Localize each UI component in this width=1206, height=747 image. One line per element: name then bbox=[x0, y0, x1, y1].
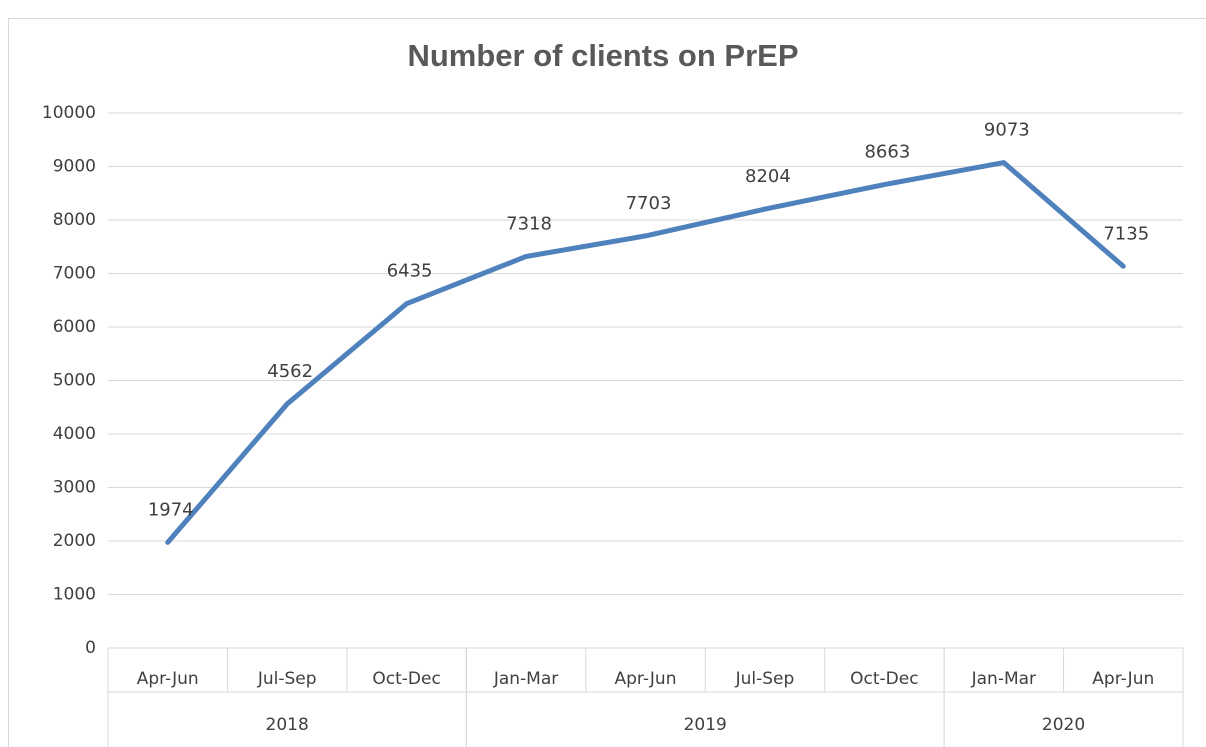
group-label: 2019 bbox=[684, 715, 727, 735]
y-tick-label: 7000 bbox=[53, 264, 96, 284]
y-tick-label: 6000 bbox=[53, 317, 96, 337]
chart-title: Number of clients on PrEP bbox=[407, 38, 798, 73]
y-tick-label: 3000 bbox=[53, 478, 96, 498]
y-tick-label: 5000 bbox=[53, 371, 96, 391]
data-label: 8663 bbox=[864, 142, 910, 163]
x-tick-label: Jul-Sep bbox=[257, 669, 317, 689]
group-label: 2020 bbox=[1042, 715, 1085, 735]
y-tick-label: 0 bbox=[85, 638, 96, 658]
x-tick-label: Apr-Jun bbox=[615, 669, 677, 689]
x-tick-label: Apr-Jun bbox=[137, 669, 199, 689]
data-label: 8204 bbox=[745, 166, 791, 187]
group-label: 2018 bbox=[266, 715, 309, 735]
x-tick-label: Jul-Sep bbox=[735, 669, 795, 689]
y-tick-label: 1000 bbox=[53, 585, 96, 605]
y-tick-label: 4000 bbox=[53, 424, 96, 444]
y-tick-label: 10000 bbox=[42, 103, 96, 123]
data-label: 1974 bbox=[148, 499, 194, 520]
data-label: 9073 bbox=[984, 120, 1030, 141]
data-label: 6435 bbox=[387, 261, 433, 282]
x-tick-label: Oct-Dec bbox=[372, 669, 440, 689]
y-tick-label: 9000 bbox=[53, 157, 96, 177]
x-tick-label: Jan-Mar bbox=[493, 669, 558, 689]
x-tick-label: Apr-Jun bbox=[1092, 669, 1154, 689]
data-label: 7318 bbox=[506, 213, 552, 234]
x-tick-label: Oct-Dec bbox=[850, 669, 918, 689]
data-label: 7703 bbox=[626, 193, 672, 214]
x-tick-label: Jan-Mar bbox=[971, 669, 1036, 689]
data-label: 7135 bbox=[1103, 223, 1149, 244]
y-tick-label: 8000 bbox=[53, 210, 96, 230]
data-label: 4562 bbox=[267, 361, 313, 382]
data-line bbox=[165, 160, 1126, 545]
y-tick-label: 2000 bbox=[53, 531, 96, 551]
